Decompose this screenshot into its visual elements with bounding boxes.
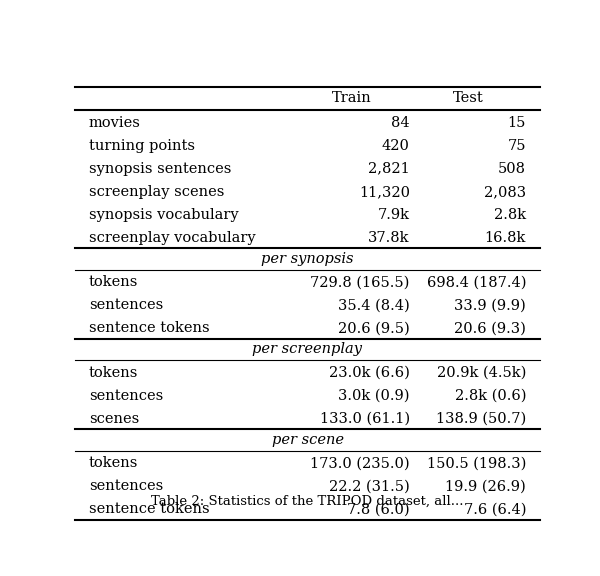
Text: screenplay scenes: screenplay scenes	[89, 185, 224, 199]
Text: Test: Test	[452, 92, 484, 105]
Text: synopsis vocabulary: synopsis vocabulary	[89, 208, 239, 222]
Text: 2,083: 2,083	[484, 185, 526, 199]
Text: 729.8 (165.5): 729.8 (165.5)	[310, 275, 410, 289]
Text: 420: 420	[382, 139, 410, 153]
Text: 37.8k: 37.8k	[368, 231, 410, 245]
Text: 138.9 (50.7): 138.9 (50.7)	[436, 412, 526, 426]
Text: 7.9k: 7.9k	[378, 208, 410, 222]
Text: Train: Train	[332, 92, 371, 105]
Text: turning points: turning points	[89, 139, 195, 153]
Text: 20.9k (4.5k): 20.9k (4.5k)	[437, 366, 526, 380]
Text: sentences: sentences	[89, 479, 163, 493]
Text: 20.6 (9.5): 20.6 (9.5)	[338, 321, 410, 335]
Text: per synopsis: per synopsis	[261, 252, 354, 266]
Text: movies: movies	[89, 116, 141, 130]
Text: 508: 508	[498, 162, 526, 176]
Text: 133.0 (61.1): 133.0 (61.1)	[320, 412, 410, 426]
Text: 75: 75	[508, 139, 526, 153]
Text: sentence tokens: sentence tokens	[89, 502, 209, 516]
Text: screenplay vocabulary: screenplay vocabulary	[89, 231, 256, 245]
Text: 16.8k: 16.8k	[485, 231, 526, 245]
Text: Table 2: Statistics of the TRIPOD dataset, all...: Table 2: Statistics of the TRIPOD datase…	[151, 495, 464, 508]
Text: tokens: tokens	[89, 275, 139, 289]
Text: 35.4 (8.4): 35.4 (8.4)	[338, 298, 410, 312]
Text: 173.0 (235.0): 173.0 (235.0)	[310, 456, 410, 470]
Text: 23.0k (6.6): 23.0k (6.6)	[329, 366, 410, 380]
Text: 7.6 (6.4): 7.6 (6.4)	[464, 502, 526, 516]
Text: sentence tokens: sentence tokens	[89, 321, 209, 335]
Text: 20.6 (9.3): 20.6 (9.3)	[454, 321, 526, 335]
Text: 698.4 (187.4): 698.4 (187.4)	[427, 275, 526, 289]
Text: 15: 15	[508, 116, 526, 130]
Text: 150.5 (198.3): 150.5 (198.3)	[427, 456, 526, 470]
Text: scenes: scenes	[89, 412, 139, 426]
Text: synopsis sentences: synopsis sentences	[89, 162, 232, 176]
Text: sentences: sentences	[89, 389, 163, 403]
Text: per screenplay: per screenplay	[253, 342, 362, 357]
Text: 84: 84	[391, 116, 410, 130]
Text: per scene: per scene	[271, 433, 343, 447]
Text: tokens: tokens	[89, 366, 139, 380]
Text: tokens: tokens	[89, 456, 139, 470]
Text: 3.0k (0.9): 3.0k (0.9)	[338, 389, 410, 403]
Text: sentences: sentences	[89, 298, 163, 312]
Text: 33.9 (9.9): 33.9 (9.9)	[454, 298, 526, 312]
Text: 7.8 (6.0): 7.8 (6.0)	[347, 502, 410, 516]
Text: 2.8k: 2.8k	[494, 208, 526, 222]
Text: 22.2 (31.5): 22.2 (31.5)	[329, 479, 410, 493]
Text: 2.8k (0.6): 2.8k (0.6)	[455, 389, 526, 403]
Text: 2,821: 2,821	[368, 162, 410, 176]
Text: 11,320: 11,320	[359, 185, 410, 199]
Text: 19.9 (26.9): 19.9 (26.9)	[445, 479, 526, 493]
